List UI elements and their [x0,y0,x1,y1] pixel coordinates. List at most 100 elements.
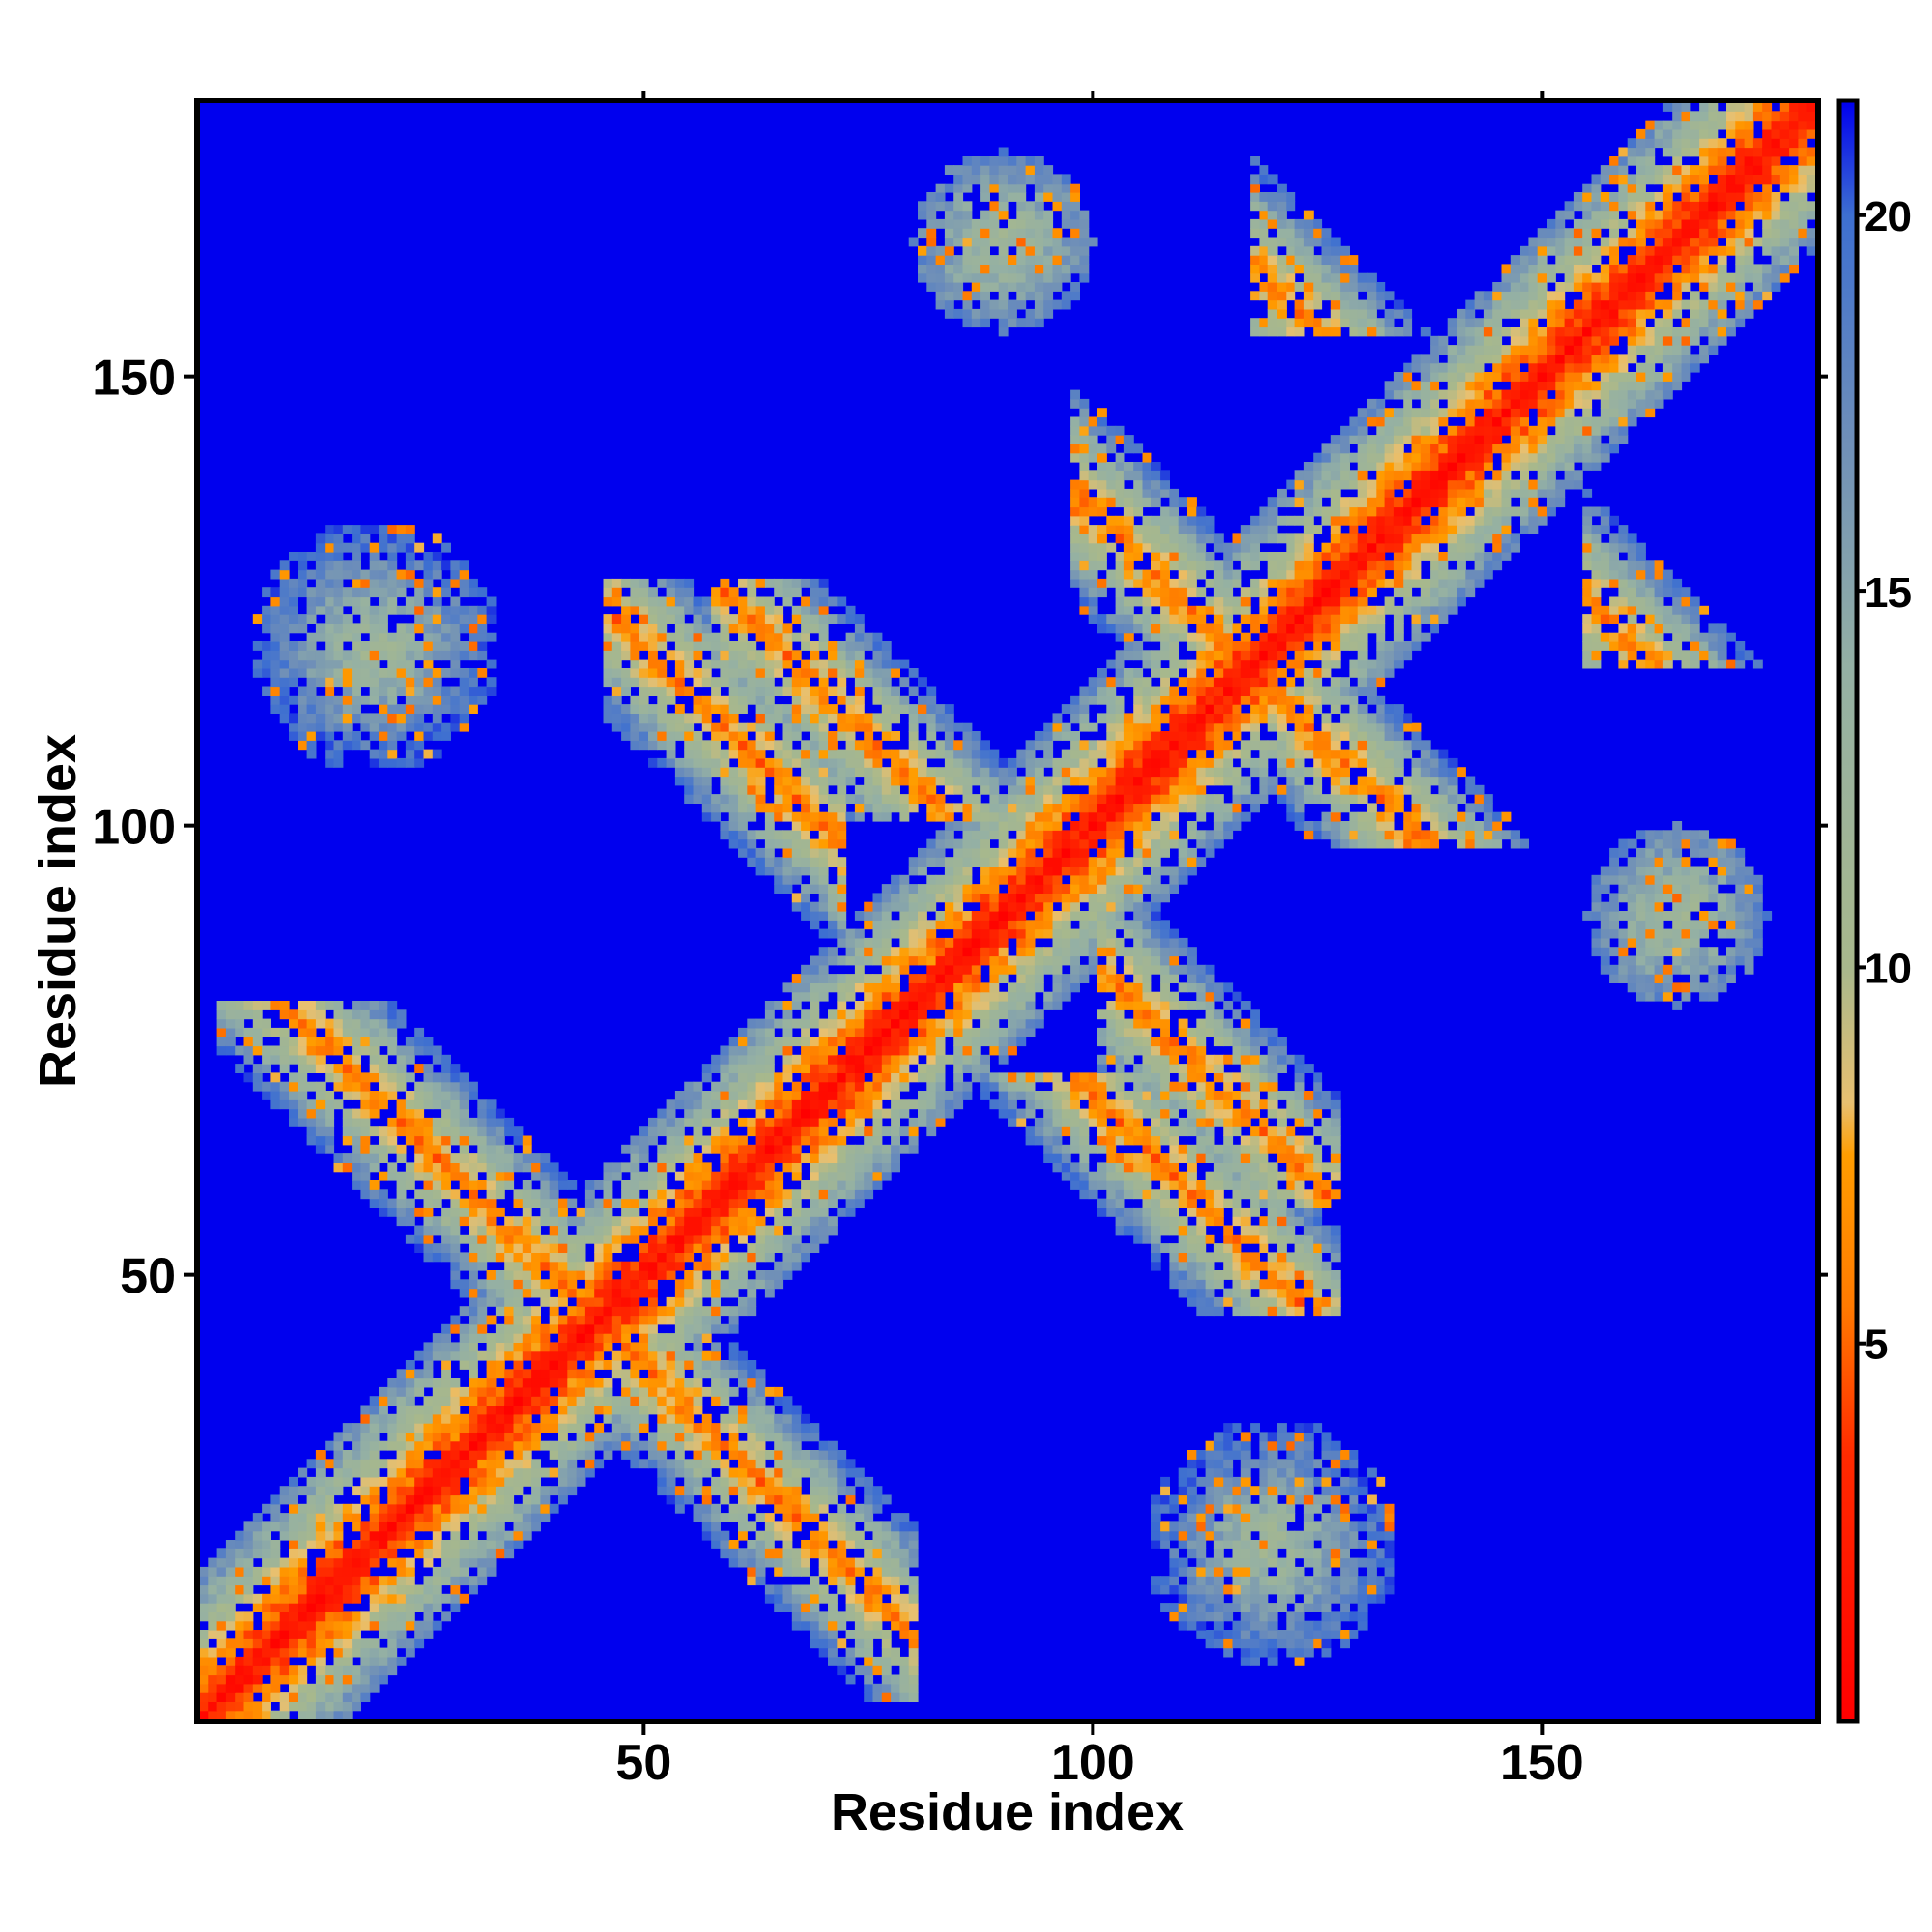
heatmap-cell [1294,1638,1305,1649]
heatmap-cell [441,1189,451,1200]
heatmap-cell [522,1494,532,1505]
heatmap-cell [818,1126,829,1137]
heatmap-cell [306,1692,317,1702]
heatmap-cell [864,1521,874,1532]
heatmap-cell [603,1279,613,1290]
heatmap-cell [576,1261,586,1271]
heatmap-cell [540,1413,551,1424]
heatmap-cell [405,1135,415,1146]
heatmap-cell [306,596,317,607]
heatmap-cell [1277,1234,1287,1244]
heatmap-cell [270,1710,281,1720]
heatmap-cell [1196,1603,1207,1612]
heatmap-cell [1196,1620,1207,1631]
heatmap-cell [1205,1252,1215,1263]
heatmap-cell [657,1153,668,1163]
heatmap-cell [477,1216,488,1227]
heatmap-cell [432,596,442,607]
heatmap-cell [567,1180,578,1190]
heatmap-cell [379,560,388,571]
heatmap-cell [279,641,290,651]
heatmap-cell [1250,1630,1260,1639]
heatmap-cell [352,740,361,751]
heatmap-cell [674,1386,685,1397]
heatmap-cell [513,1252,524,1263]
heatmap-cell [1240,1513,1251,1522]
heatmap-cell [477,1126,488,1137]
heatmap-cell [828,1530,838,1541]
heatmap-cell [1043,1135,1054,1146]
heatmap-cell [405,1440,415,1451]
heatmap-cell [728,1037,739,1047]
heatmap-cell [782,857,793,867]
heatmap-cell [1213,1603,1224,1612]
heatmap-cell [405,1530,415,1541]
heatmap-cell [693,1432,703,1442]
heatmap-cell [235,1611,245,1622]
heatmap-cell [926,1117,937,1127]
heatmap-cell [738,722,748,732]
heatmap-cell [782,757,793,768]
heatmap-cell [837,1459,847,1469]
heatmap-cell [1160,1216,1170,1227]
heatmap-cell [621,722,631,732]
heatmap-cell [531,1315,541,1325]
heatmap-cell [801,1494,810,1505]
heatmap-cell [432,1405,442,1415]
heatmap-cell [469,1423,478,1433]
heatmap-cell [289,1521,298,1532]
heatmap-cell [325,749,335,759]
heatmap-cell [1294,1198,1305,1208]
heatmap-cell [360,1099,371,1110]
heatmap-cell [674,1342,685,1352]
heatmap-cell [648,722,658,732]
heatmap-cell [1384,1521,1395,1532]
heatmap-cell [611,1405,622,1415]
heatmap-cell [477,1117,488,1127]
heatmap-cell [701,776,712,786]
heatmap-cell [477,1450,488,1460]
heatmap-cell [558,1171,568,1181]
heatmap-cell [764,830,775,840]
heatmap-cell [289,1683,298,1693]
heatmap-cell [1330,1593,1341,1604]
heatmap-cell [270,1072,281,1083]
heatmap-cell [899,1620,910,1631]
heatmap-cell [899,1126,910,1137]
heatmap-cell [216,1566,227,1577]
heatmap-cell [764,1027,775,1037]
heatmap-cell [262,1710,271,1720]
heatmap-cell [747,1503,757,1514]
heatmap-cell [693,1261,703,1271]
heatmap-cell [279,1630,290,1639]
heatmap-cell [405,525,415,534]
heatmap-cell [279,1611,290,1622]
heatmap-cell [423,1350,434,1361]
heatmap-cell [1187,1584,1197,1595]
heatmap-cell [1160,1135,1170,1146]
heatmap-cell [1303,1261,1314,1271]
heatmap-cell [666,1270,676,1280]
heatmap-cell [289,1638,298,1649]
heatmap-cell [1313,1252,1323,1263]
heatmap-cell [567,1288,578,1298]
heatmap-cell [558,1207,568,1217]
heatmap-cell [1294,1135,1305,1146]
heatmap-cell [522,1350,532,1361]
heatmap-cell [325,686,335,696]
heatmap-cell [674,713,685,724]
heatmap-cell [1169,1494,1179,1505]
heatmap-cell [369,722,380,732]
heatmap-cell [801,1180,810,1190]
heatmap-cell [414,1432,425,1442]
heatmap-cell [666,614,676,624]
heatmap-cell [396,1459,407,1469]
heatmap-cell [774,884,784,894]
heatmap-cell [1277,1486,1287,1496]
heatmap-cell [208,1603,218,1612]
heatmap-cell [1115,1216,1125,1227]
heatmap-cell [630,677,640,688]
heatmap-cell [1294,1261,1305,1271]
heatmap-cell [289,596,298,607]
heatmap-cell [405,569,415,580]
